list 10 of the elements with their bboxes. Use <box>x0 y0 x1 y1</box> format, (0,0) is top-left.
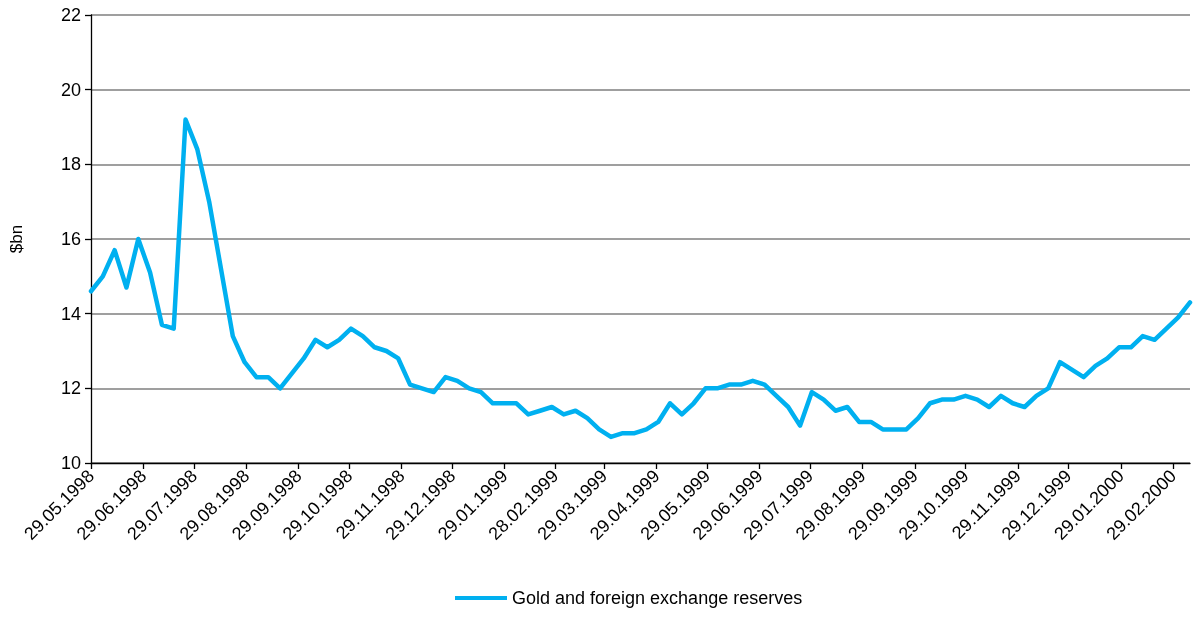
y-tick-label: 14 <box>60 303 81 324</box>
y-tick-label: 10 <box>60 453 81 473</box>
legend-label: Gold and foreign exchange reserves <box>512 588 803 608</box>
y-tick-label: 16 <box>60 229 81 249</box>
y-tick-label: 12 <box>60 378 81 399</box>
y-tick-label: 20 <box>60 79 81 100</box>
y-axis-title: $bn <box>7 224 26 254</box>
line-series <box>88 117 1193 440</box>
y-tick-label: 22 <box>60 5 81 25</box>
y-tick-label: 18 <box>60 154 81 175</box>
